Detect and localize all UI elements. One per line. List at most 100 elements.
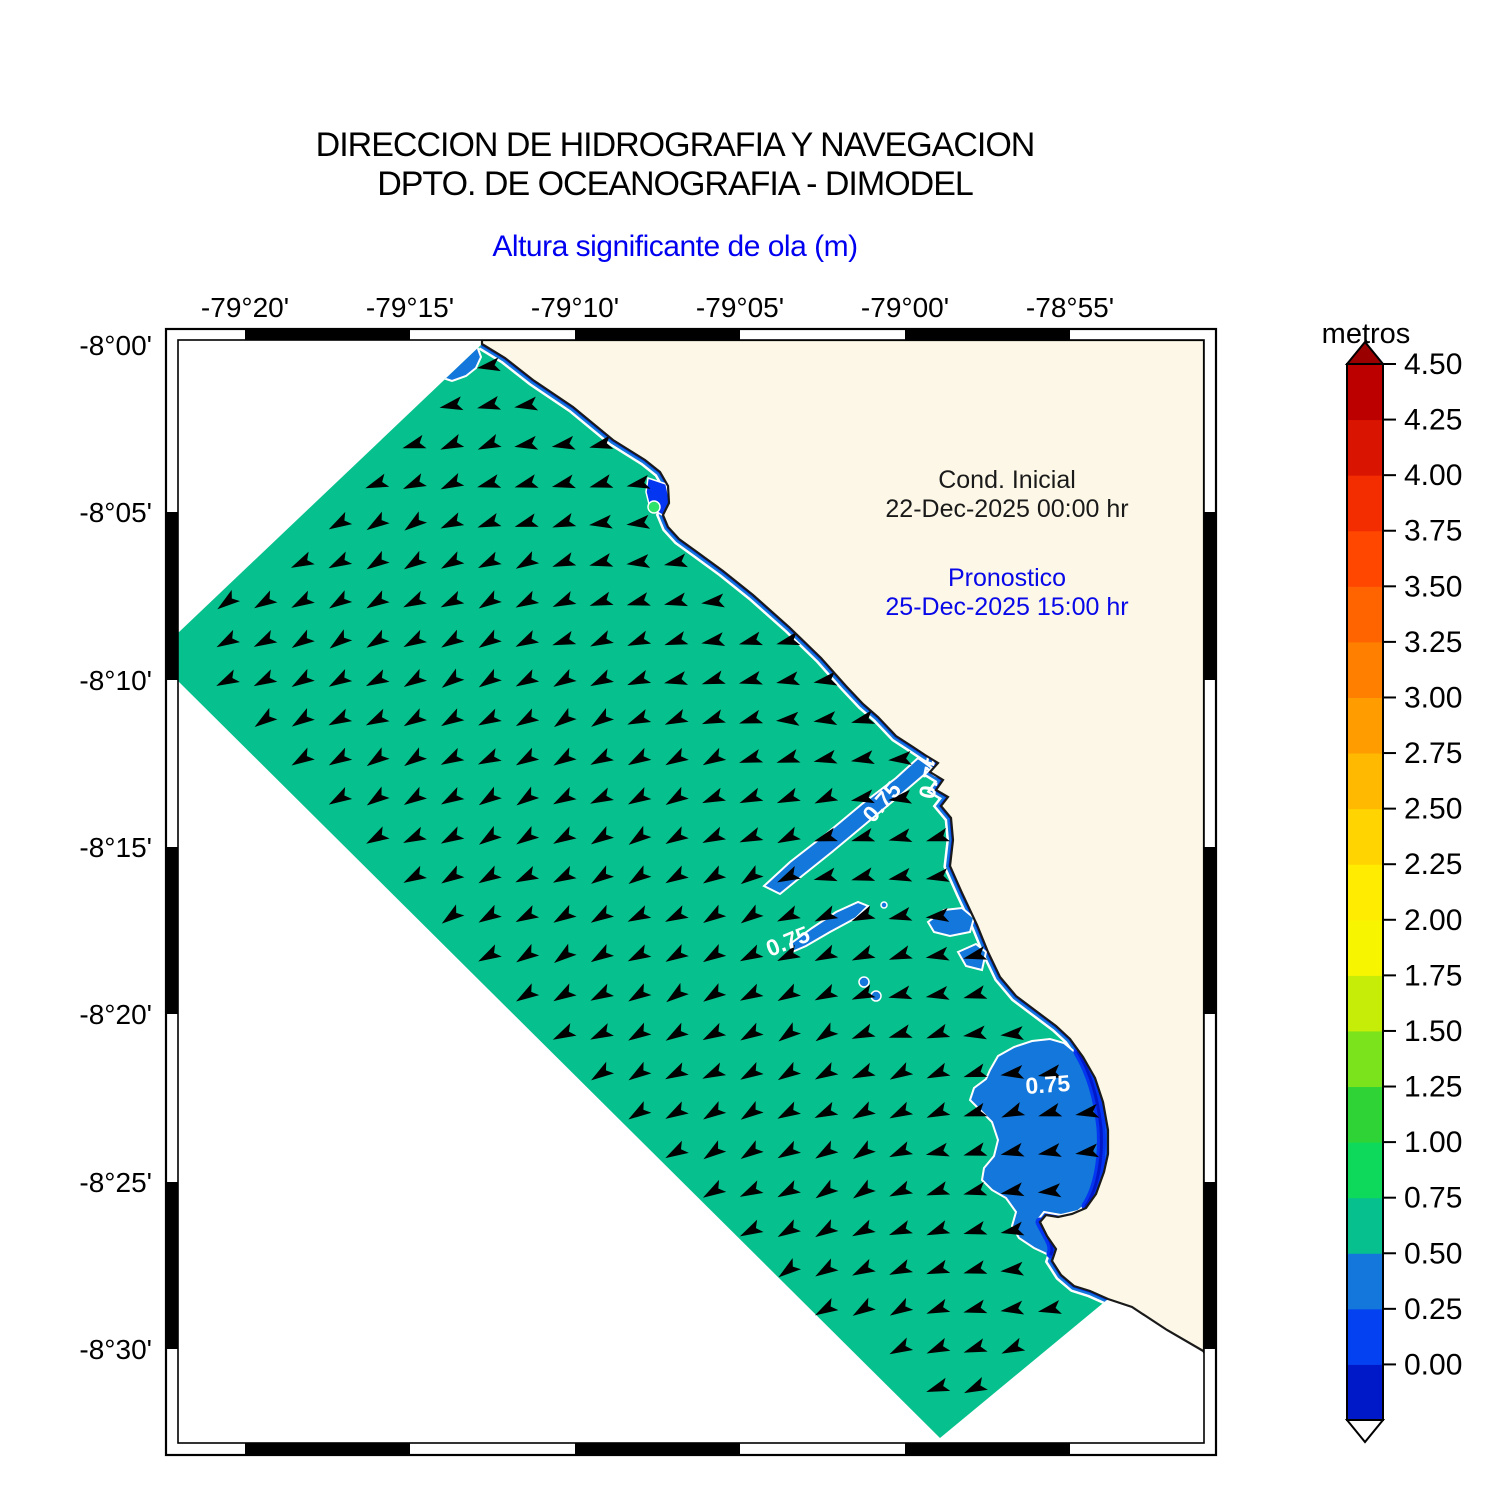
inner-frame [177, 339, 1205, 1444]
wave-arrow [776, 787, 801, 804]
wave-arrow [366, 590, 390, 609]
wave-arrow [740, 865, 764, 885]
wave-arrow [777, 1219, 802, 1237]
wave-arrow [777, 944, 801, 961]
wave-arrow [478, 786, 502, 806]
wave-arrow [926, 1181, 951, 1196]
wave-arrow [515, 590, 540, 608]
wave-arrow [254, 590, 278, 609]
frame-band-left [166, 512, 178, 680]
wave-arrow [813, 749, 838, 764]
wave-arrow [216, 629, 240, 648]
wave-arrow [926, 1298, 951, 1314]
wave-arrow [777, 1140, 801, 1159]
colorbar-band [1347, 364, 1383, 421]
colorbar-tick-label: 4.00 [1404, 459, 1462, 492]
wave-arrow [702, 1179, 727, 1198]
wave-arrow [628, 825, 652, 845]
wave-arrow [815, 1140, 839, 1159]
wave-arrow [738, 631, 763, 646]
colorbar-tick-label: 4.25 [1404, 404, 1462, 437]
wave-arrow [1000, 1300, 1025, 1315]
wave-arrow [963, 1299, 988, 1314]
wave-arrow [552, 552, 577, 567]
wave-arrow [514, 435, 539, 450]
wave-arrow [1075, 1143, 1100, 1158]
wave-arrow [476, 357, 501, 372]
wave-arrow [889, 1062, 914, 1080]
wave-arrow [888, 867, 913, 882]
wave-arrow [291, 629, 315, 648]
wave-arrow [702, 826, 727, 844]
wave-arrow [440, 551, 465, 569]
colorbar-band [1347, 919, 1383, 976]
wave-arrow [889, 1337, 914, 1355]
wave-arrow [777, 1061, 802, 1081]
wave-arrow [814, 1297, 839, 1316]
wave-arrow [626, 592, 651, 606]
wave-arrow [514, 474, 539, 488]
wave-arrow [628, 1061, 652, 1081]
wave-arrow [701, 593, 725, 608]
wave-arrow [665, 747, 689, 766]
colorbar-tick-label: 0.25 [1404, 1293, 1462, 1326]
wave-arrow [441, 904, 465, 924]
map-content: 0.75 0.750.750.75 [178, 340, 1204, 1438]
wave-arrow [925, 1142, 950, 1157]
wave-arrow [478, 590, 502, 609]
land-area [480, 340, 1204, 1354]
wave-arrow [515, 551, 540, 569]
frame-band-right [1204, 1182, 1216, 1349]
wave-arrow [701, 709, 726, 725]
wave-arrow [702, 747, 727, 766]
wave-arrow [889, 1141, 914, 1158]
wave-arrow [1000, 1182, 1025, 1197]
wave-arrow [665, 905, 689, 922]
colorbar-tick-label: 0.50 [1404, 1237, 1462, 1270]
wave-arrow [888, 985, 913, 1000]
wave-arrow [963, 1181, 988, 1196]
x-axis-label: -79°10' [531, 292, 619, 323]
wave-contour-patches [441, 344, 1106, 1259]
wave-arrow [441, 708, 465, 727]
initial-condition-label: Cond. Inicial [938, 466, 1076, 494]
wave-arrow [1000, 1261, 1025, 1276]
wave-arrow [703, 983, 727, 1002]
wave-arrow [253, 669, 278, 687]
wave-arrow [852, 1140, 876, 1160]
wave-arrow [627, 905, 652, 922]
wave-arrow [402, 473, 427, 490]
colorbar-tick-label: 2.75 [1404, 737, 1462, 770]
wave-arrow [925, 868, 950, 882]
frame-band-top [575, 329, 740, 340]
wave-arrow [553, 904, 577, 923]
wave-arrow [664, 709, 689, 725]
wave-arrow [740, 1140, 764, 1160]
wave-arrow [589, 435, 614, 449]
wave-arrow [664, 631, 689, 646]
wave-arrow [440, 826, 465, 844]
wave-arrow [776, 631, 801, 646]
wave-arrow [628, 1022, 652, 1041]
wave-arrow [963, 1260, 988, 1274]
wave-arrow [441, 668, 465, 688]
patch-dot [858, 976, 870, 988]
wave-arrow [1001, 1102, 1026, 1118]
x-axis-label: -78°55' [1026, 292, 1114, 323]
wave-arrow [889, 1297, 914, 1316]
wave-arrow [627, 944, 652, 962]
colorbar-band [1347, 1030, 1383, 1088]
wave-arrow [478, 865, 502, 884]
wave-arrow [926, 1337, 951, 1354]
x-axis-label: -79°20' [201, 292, 289, 323]
wave-arrow [665, 1140, 689, 1159]
wave-arrow [815, 1022, 839, 1042]
wave-arrow [852, 1101, 876, 1119]
wave-arrow [963, 1063, 988, 1078]
colorbar-tick-label: 3.00 [1404, 681, 1462, 714]
y-axis-label: -8°00' [79, 330, 152, 361]
wave-arrow [514, 513, 539, 527]
wave-arrow [628, 983, 652, 1002]
wave-arrow [963, 1142, 988, 1156]
wave-arrow [591, 1061, 615, 1081]
